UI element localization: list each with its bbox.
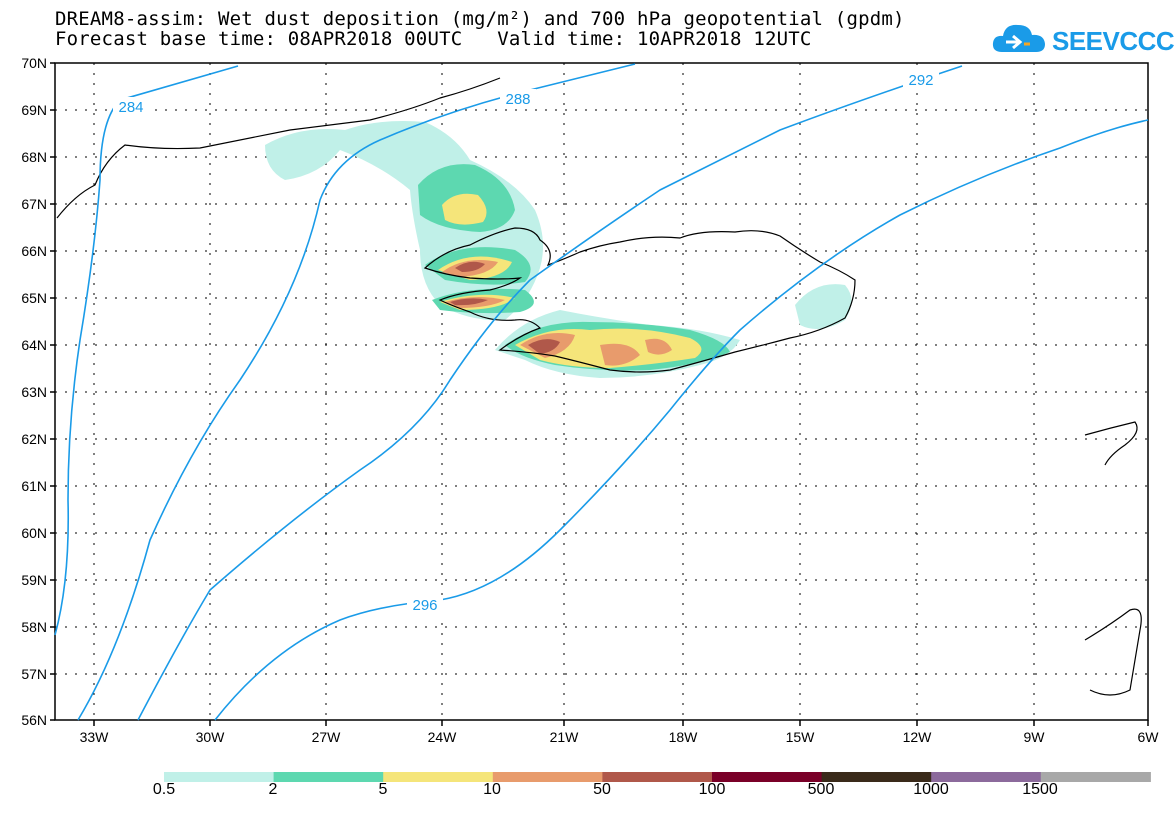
plot-frame xyxy=(54,62,1149,721)
legend-swatch xyxy=(164,772,275,782)
logo-text: SEEVCCC xyxy=(1052,26,1175,56)
lon-axis xyxy=(93,720,1149,726)
legend-swatch xyxy=(273,772,384,782)
legend-colorbar xyxy=(164,772,1151,782)
legend-swatch xyxy=(1040,772,1151,782)
contour-label: 292 xyxy=(908,72,933,89)
lon-label: 24W xyxy=(428,729,458,745)
lat-label: 69N xyxy=(21,102,47,118)
lon-label: 27W xyxy=(312,729,342,745)
dust-deposition-field xyxy=(265,121,852,378)
lon-label: 6W xyxy=(1138,729,1160,745)
lat-label: 68N xyxy=(21,149,47,165)
legend-swatch xyxy=(931,772,1042,782)
lat-label: 66N xyxy=(21,243,47,259)
lon-label: 33W xyxy=(80,729,110,745)
lon-label: 15W xyxy=(786,729,816,745)
legend-swatch xyxy=(383,772,494,782)
legend-label: 10 xyxy=(483,781,501,798)
lat-label: 58N xyxy=(21,619,47,635)
lat-label: 56N xyxy=(21,712,47,728)
cloud-logo-icon xyxy=(992,24,1045,52)
contour-label: 296 xyxy=(412,597,437,614)
legend-label: 100 xyxy=(698,781,726,798)
graticule xyxy=(55,63,1148,720)
lon-label: 30W xyxy=(196,729,226,745)
lon-label: 21W xyxy=(550,729,580,745)
lon-label: 12W xyxy=(903,729,933,745)
lat-axis xyxy=(50,62,55,721)
legend-label: 1500 xyxy=(1022,781,1058,798)
lon-labels: 33W 30W 27W 24W 21W 18W 15W 12W 9W 6W xyxy=(80,729,1160,745)
lon-label: 9W xyxy=(1024,729,1046,745)
legend-label: 1000 xyxy=(913,781,949,798)
legend-label: 500 xyxy=(807,781,835,798)
lat-label: 70N xyxy=(21,55,47,71)
lon-label: 18W xyxy=(669,729,699,745)
lat-label: 63N xyxy=(21,384,47,400)
map-title: DREAM8-assim: Wet dust deposition (mg/m²… xyxy=(55,8,905,30)
legend-label: 2 xyxy=(268,781,278,798)
map-subtitle: Forecast base time: 08APR2018 00UTC Vali… xyxy=(55,28,812,50)
contour-labels: 284 288 292 296 xyxy=(113,70,939,615)
legend-label: 5 xyxy=(378,781,388,798)
lat-label: 59N xyxy=(21,572,47,588)
lat-label: 65N xyxy=(21,290,47,306)
lat-labels: 70N 69N 68N 67N 66N 65N 64N 63N 62N 61N … xyxy=(21,55,47,728)
lat-label: 61N xyxy=(21,478,47,494)
lat-label: 62N xyxy=(21,431,47,447)
legend-swatch xyxy=(602,772,713,782)
legend-swatch xyxy=(821,772,932,782)
legend-swatch xyxy=(712,772,823,782)
legend-swatch xyxy=(492,772,603,782)
contour-label: 288 xyxy=(505,91,530,108)
lat-label: 67N xyxy=(21,196,47,212)
lat-label: 57N xyxy=(21,666,47,682)
legend-label: 50 xyxy=(593,781,611,798)
lat-label: 60N xyxy=(21,525,47,541)
lat-label: 64N xyxy=(21,337,47,353)
contour-label: 284 xyxy=(118,99,143,116)
legend-label: 0.5 xyxy=(152,781,176,798)
